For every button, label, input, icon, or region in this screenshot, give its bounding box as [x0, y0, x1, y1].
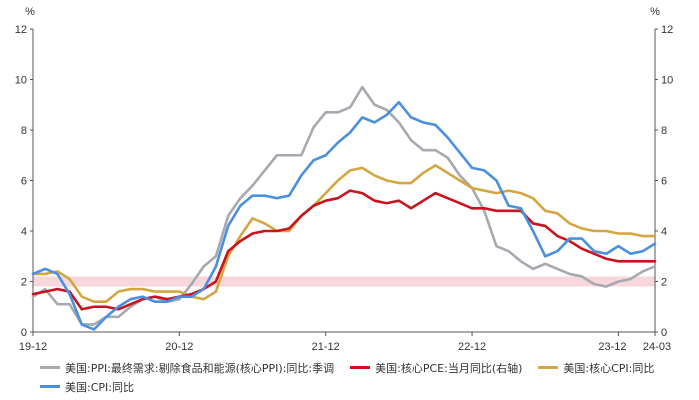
y-tick-label-left: 12 — [15, 24, 27, 36]
legend-label-core-pce: 美国:核心PCE:当月同比(右轴) — [375, 361, 523, 375]
y-tick-label-right: 12 — [661, 24, 673, 36]
legend-label-core-ppi: 美国:PPI:最终需求:剔除食品和能源(核心PPI):同比:季调 — [65, 361, 335, 375]
left-unit-label: % — [25, 6, 35, 18]
y-tick-label-left: 0 — [21, 327, 27, 339]
right-unit-label: % — [650, 6, 660, 18]
x-tick-label: 23-12 — [598, 341, 626, 353]
legend: 美国:PPI:最终需求:剔除食品和能源(核心PPI):同比:季调 美国:核心PC… — [40, 358, 680, 396]
y-tick-label-right: 2 — [661, 277, 667, 289]
x-tick-label: 21-12 — [312, 341, 340, 353]
y-tick-label-left: 2 — [21, 277, 27, 289]
x-tick-label: 24-03 — [643, 341, 671, 353]
legend-label-cpi: 美国:CPI:同比 — [65, 380, 134, 394]
series-line-1 — [31, 189, 657, 311]
y-tick-label-right: 8 — [661, 125, 667, 137]
target-band — [33, 276, 655, 287]
x-tick-label: 19-12 — [19, 341, 47, 353]
y-tick-label-right: 4 — [661, 226, 667, 238]
y-tick-label-left: 6 — [21, 176, 27, 188]
y-tick-label-left: 8 — [21, 125, 27, 137]
legend-swatch-core-pce — [350, 366, 371, 369]
series-line-2 — [31, 164, 657, 304]
legend-item-cpi[interactable]: 美国:CPI:同比 — [40, 379, 134, 395]
legend-row: 美国:PPI:最终需求:剔除食品和能源(核心PPI):同比:季调 美国:核心PC… — [40, 358, 680, 377]
legend-label-core-cpi: 美国:核心CPI:同比 — [563, 361, 655, 375]
y-tick-label-left: 10 — [15, 75, 27, 87]
legend-item-core-ppi[interactable]: 美国:PPI:最终需求:剔除食品和能源(核心PPI):同比:季调 — [40, 360, 334, 376]
legend-swatch-core-ppi — [40, 366, 60, 369]
x-tick-label: 20-12 — [165, 341, 193, 353]
x-tick-label: 22-12 — [458, 341, 486, 353]
y-tick-label-right: 10 — [661, 75, 673, 87]
x-axis: 19-12 20-12 21-12 22-12 23-12 24-03 — [19, 332, 671, 353]
y-tick-label-right: 0 — [661, 327, 667, 339]
left-y-axis: 0 2 4 6 8 10 12 — [15, 24, 34, 339]
right-y-axis: 0 2 4 6 8 10 12 — [654, 24, 673, 339]
y-tick-label-right: 6 — [661, 176, 667, 188]
legend-item-core-pce[interactable]: 美国:核心PCE:当月同比(右轴) — [350, 360, 522, 376]
legend-item-core-cpi[interactable]: 美国:核心CPI:同比 — [538, 360, 654, 376]
y-tick-label-left: 4 — [21, 226, 27, 238]
series-layer — [31, 85, 657, 331]
legend-row: 美国:CPI:同比 — [40, 377, 680, 396]
legend-swatch-core-cpi — [538, 366, 559, 369]
legend-swatch-cpi — [40, 385, 60, 388]
series-line-3 — [31, 100, 657, 331]
